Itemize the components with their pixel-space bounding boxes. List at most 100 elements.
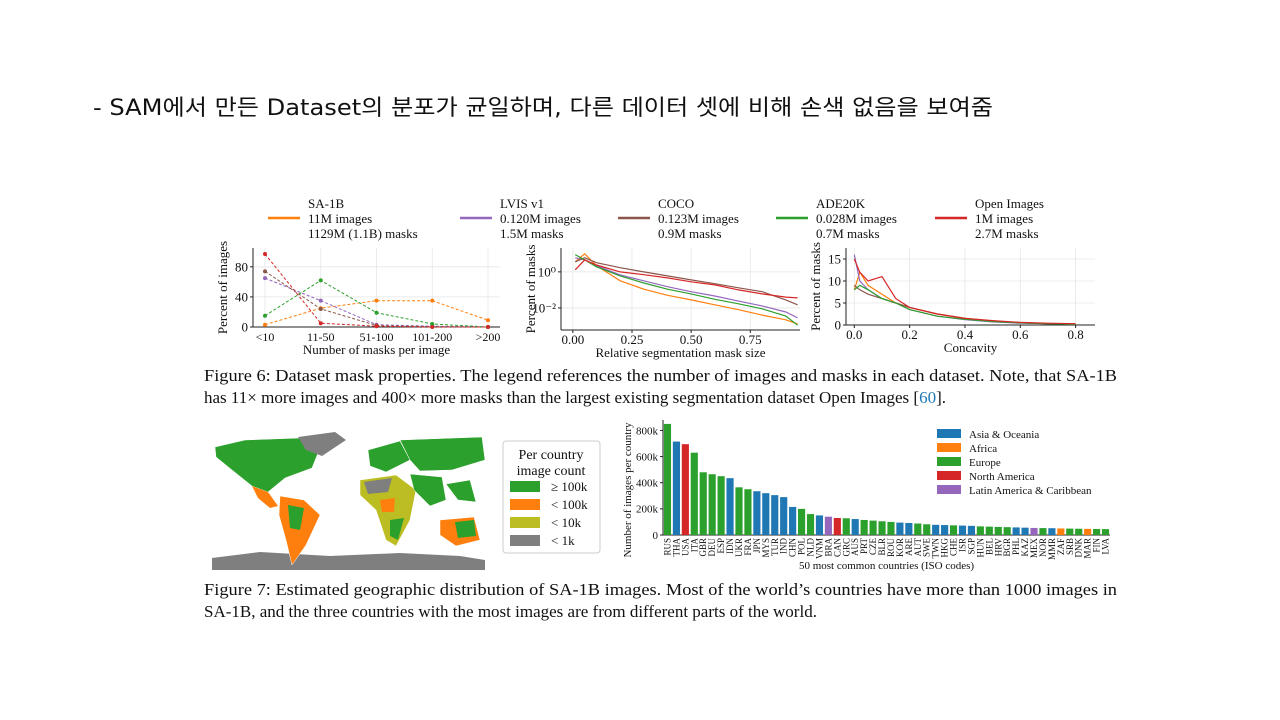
legend-images: 0.123M images: [658, 211, 739, 226]
x-tick-label: MYS: [761, 538, 771, 558]
x-tick-label: 0.6: [1012, 327, 1029, 342]
series-line: [574, 254, 798, 326]
point: [318, 278, 323, 283]
map-region: [409, 473, 447, 507]
map-region: [367, 440, 411, 473]
map-region: [214, 437, 323, 493]
x-tick-label: <10: [256, 330, 275, 344]
x-tick-label: 0.0: [846, 327, 862, 342]
x-tick-label: CAN: [832, 538, 842, 558]
map-legend-swatch: [510, 535, 540, 546]
caption-text: has 11× more images and 400× more masks …: [204, 388, 919, 407]
legend-label: Europe: [969, 457, 1001, 469]
y-tick-label: 10⁰: [538, 264, 556, 279]
x-tick-label: 0.00: [561, 332, 584, 347]
x-tick-label: 0.4: [957, 327, 974, 342]
x-tick-label: PHL: [1011, 538, 1021, 555]
map-legend-swatch: [510, 481, 540, 492]
bar: [1003, 527, 1011, 535]
x-tick-label: 11-50: [307, 330, 335, 344]
x-tick-label: ZAF: [1056, 538, 1066, 555]
legend-name: COCO: [658, 196, 694, 211]
bar: [1021, 527, 1029, 535]
bar: [1012, 527, 1020, 535]
legend-label: Africa: [969, 443, 997, 455]
x-tick-label: TWN: [931, 538, 941, 559]
x-tick-label: ROU: [886, 538, 896, 558]
caption-text: ].: [936, 388, 946, 407]
x-tick-label: 51-100: [360, 330, 394, 344]
map-region: [364, 478, 392, 494]
x-tick-label: UKR: [734, 538, 744, 557]
bar: [941, 525, 949, 535]
map-legend-label: < 100k: [551, 497, 588, 512]
x-tick-label: BEL: [984, 538, 994, 555]
bar: [958, 525, 967, 535]
citation-link: 60: [919, 388, 936, 407]
x-tick-label: BRA: [823, 538, 833, 557]
x-tick-label: GBR: [698, 538, 708, 557]
y-axis-label: Number of images per country: [622, 422, 634, 558]
map-region: [298, 432, 346, 456]
x-tick-label: 0.25: [621, 332, 644, 347]
x-tick-label: AUT: [913, 538, 923, 557]
bar: [672, 441, 680, 535]
x-tick-label: KOR: [895, 538, 905, 557]
y-tick-label: 0: [242, 320, 249, 335]
legend-swatch: [937, 485, 961, 494]
x-tick-label: HRV: [993, 537, 1003, 556]
bar: [806, 514, 815, 535]
x-axis-label: Relative segmentation mask size: [595, 345, 765, 360]
map-region: [288, 505, 304, 530]
legend-masks: 1.5M masks: [500, 226, 564, 241]
bar: [878, 521, 886, 535]
map-legend-label: < 1k: [551, 533, 575, 548]
legend-images: 1M images: [975, 211, 1033, 226]
point: [486, 325, 490, 329]
point: [263, 269, 267, 274]
x-tick-label: HKG: [940, 538, 950, 558]
bar: [905, 522, 913, 535]
x-tick-label: NOR: [1038, 538, 1048, 557]
legend-label: North America: [969, 471, 1035, 483]
map-region: [399, 436, 486, 472]
x-tick-label: LVA: [1101, 538, 1111, 555]
bar: [1057, 528, 1065, 535]
map-region: [455, 520, 476, 538]
bar: [824, 516, 832, 535]
point: [318, 306, 323, 311]
world-map: [212, 432, 486, 570]
map-legend-label: ≥ 100k: [551, 479, 588, 494]
bar: [932, 524, 940, 535]
x-tick-label: FIN: [1092, 538, 1102, 553]
map-legend-title: image count: [517, 464, 586, 479]
bar: [1030, 527, 1038, 535]
x-tick-label: THA: [671, 538, 681, 557]
x-tick-label: 101-200: [412, 330, 452, 344]
legend-name: SA-1B: [308, 196, 344, 211]
series-line: [574, 259, 798, 299]
map-legend-title: Per country: [519, 448, 584, 463]
series-line: [853, 258, 1076, 325]
y-tick-label: 10⁻²: [532, 301, 556, 316]
x-tick-label: PRT: [859, 538, 869, 554]
bar: [869, 520, 877, 535]
bar: [744, 489, 752, 535]
bar: [699, 472, 707, 535]
point: [430, 325, 435, 329]
y-tick-label: 10: [828, 274, 841, 289]
x-tick-label: DEU: [707, 538, 717, 557]
bar: [815, 515, 824, 535]
x-tick-label: POL: [797, 538, 807, 555]
bar: [887, 521, 895, 535]
legend-images: 0.028M images: [816, 211, 897, 226]
point: [318, 298, 323, 303]
legend-swatch: [937, 429, 961, 438]
y-tick-label: 40: [235, 289, 248, 304]
x-tick-label: MMR: [1047, 538, 1057, 560]
x-tick-label: FRA: [743, 538, 753, 556]
bar: [994, 526, 1002, 535]
y-tick-label: 5: [835, 296, 842, 311]
legend-label: Asia & Oceania: [969, 429, 1039, 441]
x-tick-label: SRB: [1065, 538, 1075, 555]
